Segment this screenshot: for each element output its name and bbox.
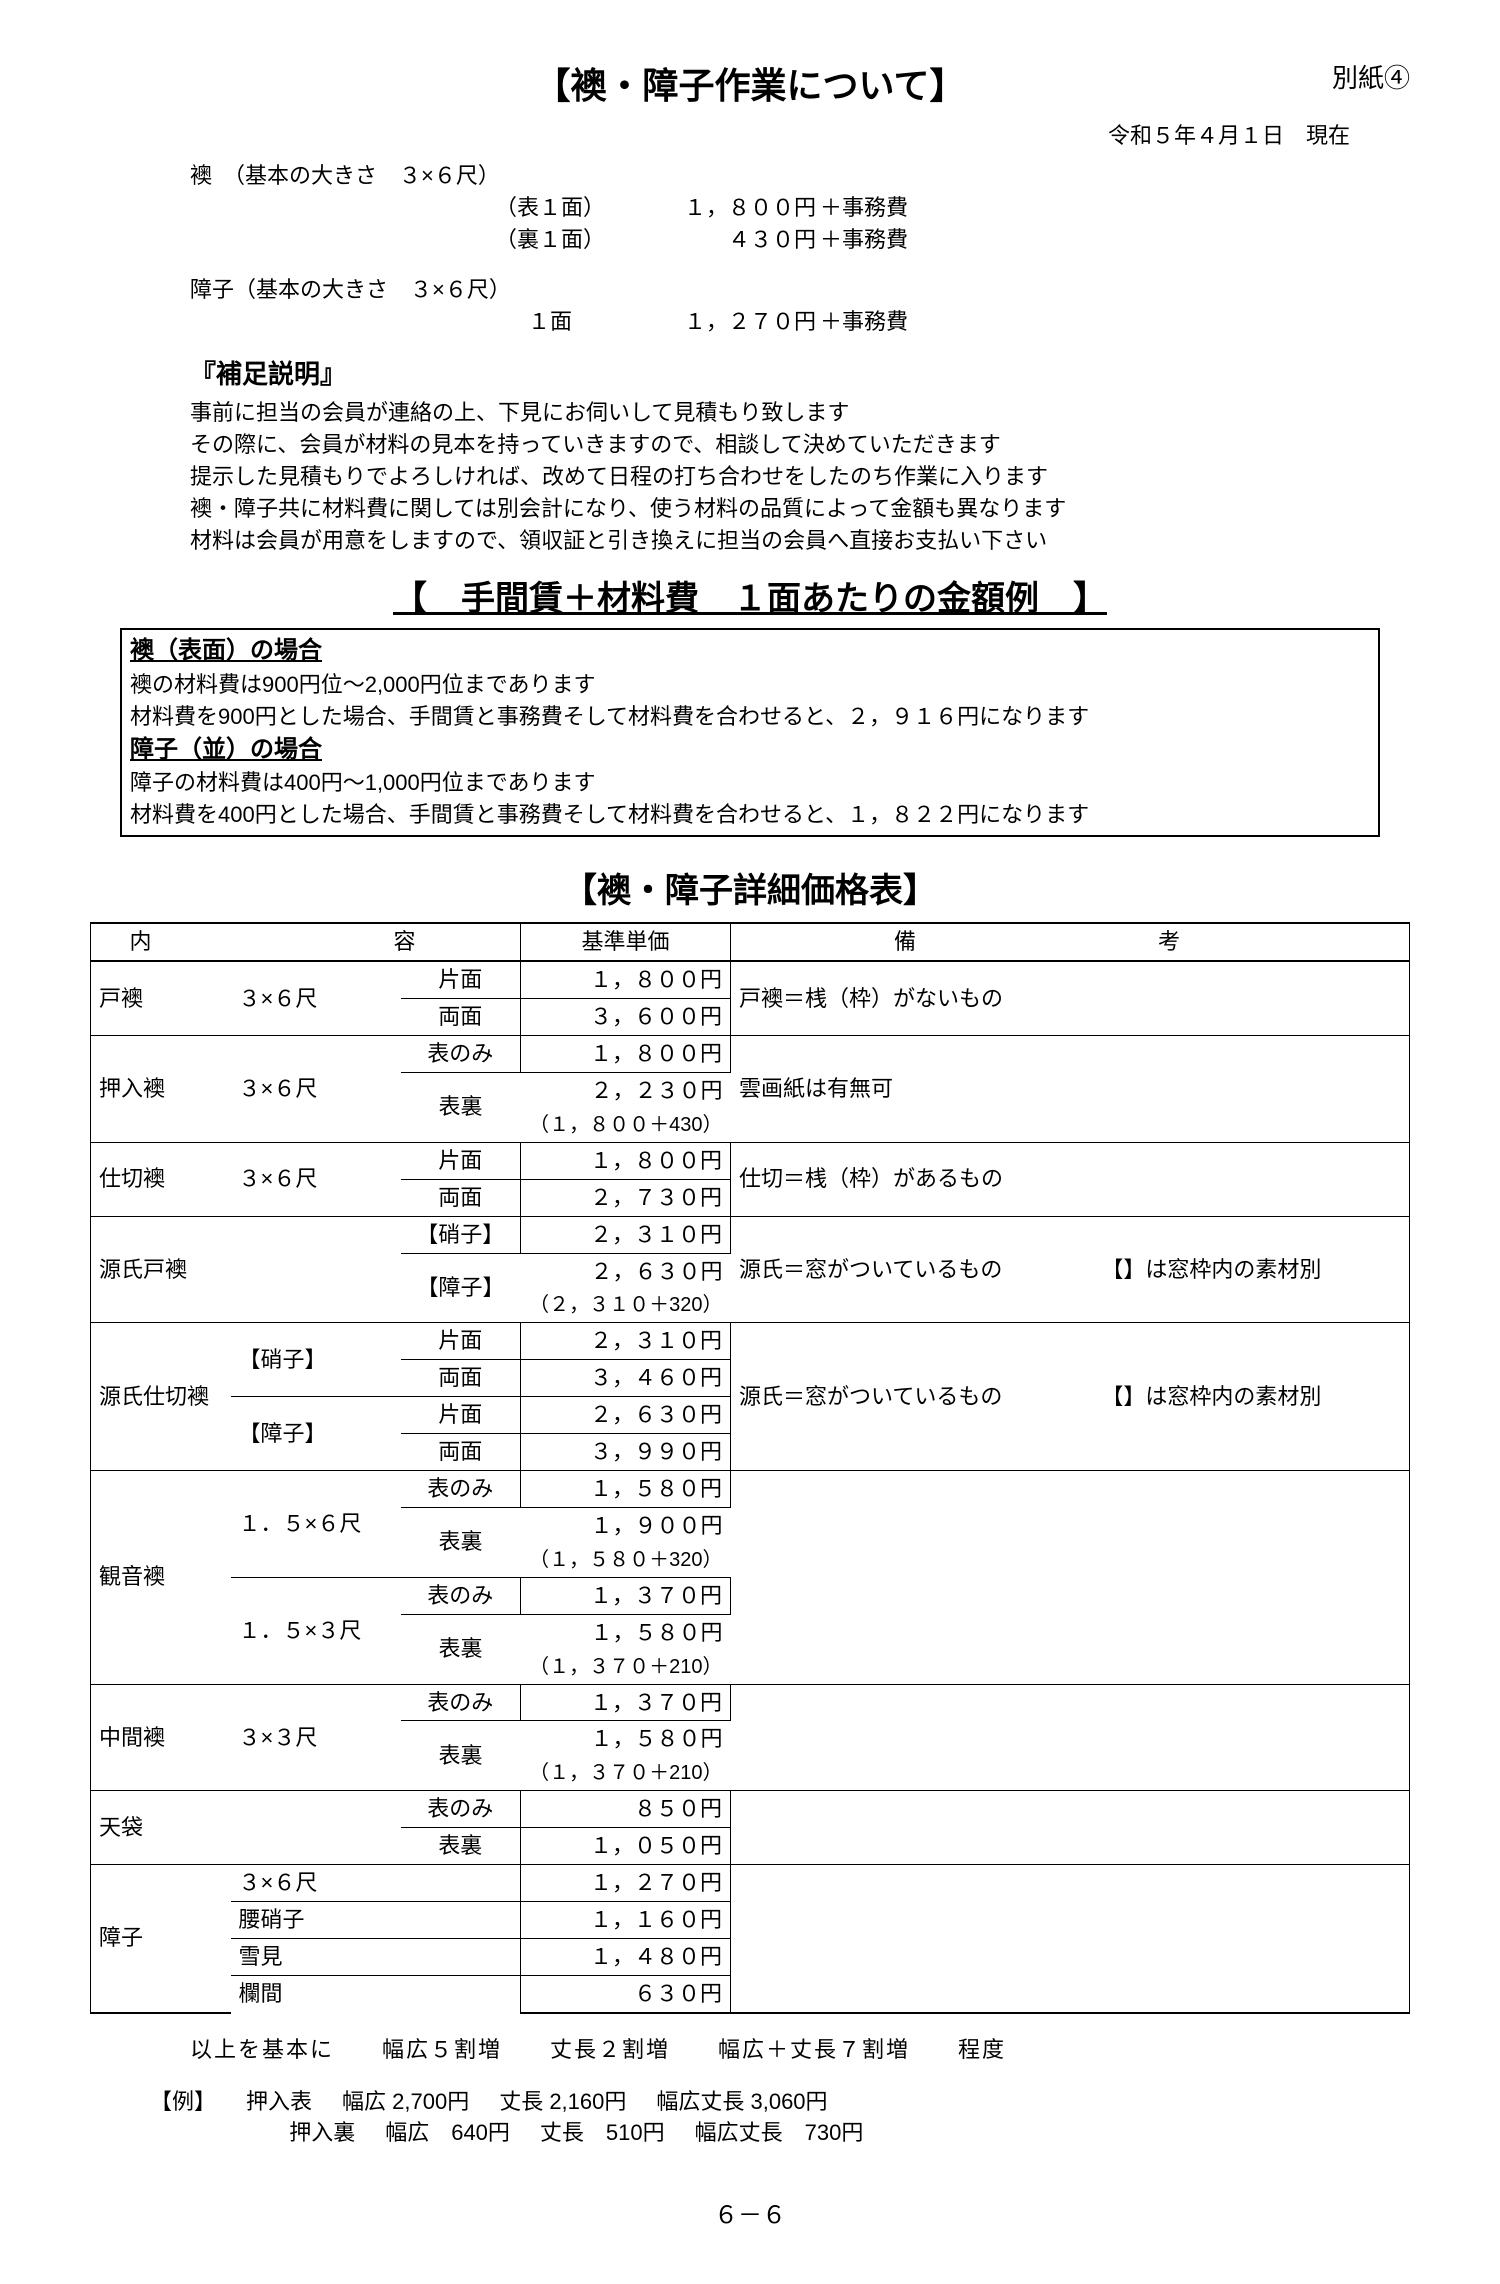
example-box: 襖（表面）の場合 襖の材料費は900円位～2,000円位まであります 材料費を9…	[120, 628, 1380, 837]
row-name: 中間襖	[91, 1684, 231, 1791]
row-name: 押入襖	[91, 1036, 231, 1143]
fusuma-label: 襖 （基本の大きさ ３×６尺）	[190, 160, 1410, 192]
footer-note: 以上を基本に 幅広５割増 丈長２割増 幅広＋丈長７割増 程度	[90, 2034, 1410, 2066]
row-name: 天袋	[91, 1791, 231, 1865]
price-table: 内 容 基準単価 備 考 戸襖 ３×６尺 片面 １，８００円 戸襖＝桟（枠）がな…	[90, 922, 1410, 2013]
row-name: 仕切襖	[91, 1142, 231, 1216]
date: 令和５年４月１日 現在	[90, 120, 1410, 152]
col-content: 内 容	[91, 923, 521, 961]
example-title: 【 手間賃＋材料費 １面あたりの金額例 】	[90, 575, 1410, 624]
detail-title: 【襖・障子詳細価格表】	[90, 867, 1410, 916]
row-name: 戸襖	[91, 961, 231, 1035]
row-name: 障子	[91, 1865, 231, 2013]
row-name: 源氏戸襖	[91, 1216, 231, 1323]
row-name: 観音襖	[91, 1471, 231, 1685]
example-footer: 【例】 押入表 幅広 2,700円 丈長 2,160円 幅広丈長 3,060円 …	[90, 2086, 1410, 2150]
shoji-label: 障子（基本の大きさ ３×６尺）	[190, 274, 1410, 306]
basic-fusuma: 襖 （基本の大きさ ３×６尺） （表１面）１，８００円＋事務費 （裏１面）４３０…	[90, 160, 1410, 256]
row-name: 源氏仕切襖	[91, 1323, 231, 1471]
explain-body: 事前に担当の会員が連絡の上、下見にお伺いして見積もり致します その際に、会員が材…	[90, 397, 1410, 556]
explain-title: 『補足説明』	[90, 356, 1410, 394]
col-price: 基準単価	[521, 923, 731, 961]
page-title: 【襖・障子作業について】	[535, 60, 966, 112]
col-note: 備 考	[731, 923, 1410, 961]
page-number: ６－６	[90, 2199, 1410, 2234]
basic-shoji: 障子（基本の大きさ ３×６尺） １面１，２７０円＋事務費	[90, 274, 1410, 338]
attachment-label: 別紙④	[1332, 60, 1410, 98]
